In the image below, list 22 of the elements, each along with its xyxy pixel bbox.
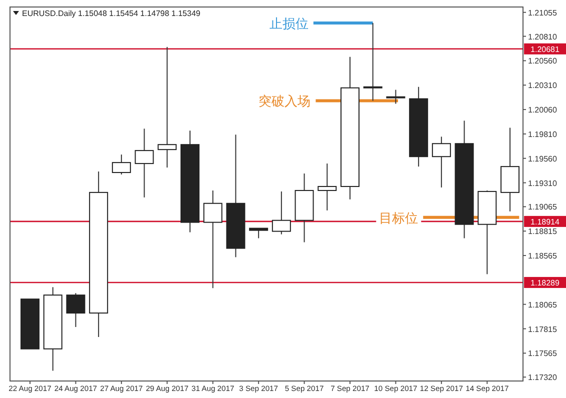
y-tick-label: 1.19310 [528,178,558,188]
ref-line-label: 突破入场 [258,94,311,110]
y-tick-label: 1.20560 [528,56,558,66]
y-tick-label: 1.19810 [528,130,558,139]
y-tick-label: 1.21055 [528,8,558,18]
y-tick-label: 1.18565 [528,252,558,261]
y-tick-label: 1.17815 [528,324,558,334]
ref-line-label: 止损位 [269,17,308,32]
y-tick-label: 1.20310 [528,81,558,90]
chart-title: EURUSD.Daily 1.15048 1.15454 1.14798 1.15349 [22,9,201,18]
y-tick-label: 1.20060 [528,106,558,115]
y-tick-label: 1.19560 [528,154,558,164]
y-tick-label: 1.18815 [528,227,558,236]
y-tick-label: 1.17320 [528,373,558,382]
y-tick-label: 1.17565 [528,349,558,358]
ref-line-label: 1.18914 [530,217,560,226]
ref-line-label: 1.18289 [530,278,560,288]
ref-line-label: 1.20681 [530,44,560,54]
ref-line-label: 目标位 [379,211,418,226]
y-tick-label: 1.20810 [528,32,558,42]
y-tick-label: 1.19065 [528,202,558,212]
y-tick-label: 1.18065 [528,300,558,310]
